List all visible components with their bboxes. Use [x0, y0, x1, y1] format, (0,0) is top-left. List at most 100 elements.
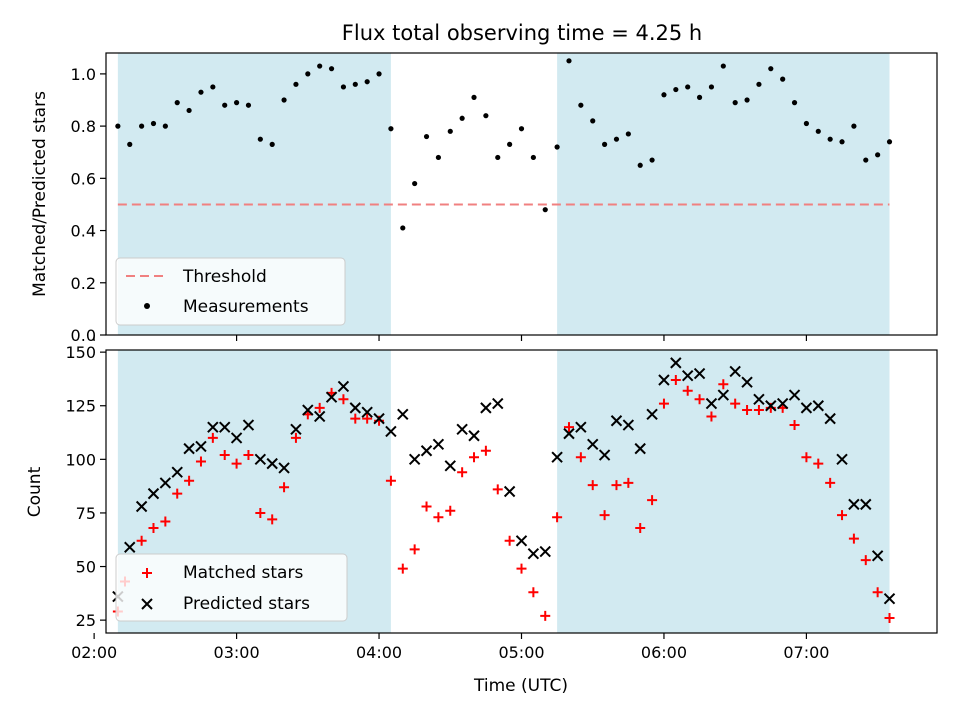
measurements-point [139, 123, 145, 129]
measurements-point [613, 136, 620, 142]
measurements-point [352, 81, 358, 87]
matched-stars-point [172, 488, 183, 499]
predicted-stars-point [302, 404, 314, 416]
predicted-stars-point [693, 367, 706, 380]
predicted-stars-point [860, 498, 872, 511]
measurements-point [376, 71, 382, 77]
predicted-stars-point [159, 477, 172, 489]
measurements-point [851, 123, 857, 129]
predicted-stars-point [183, 442, 195, 455]
count-axis-ticks: 02:00 03:00 04:00 05:00 06:00 07:00 25 50 75 100 1… [65, 343, 829, 662]
matched-stars-point [184, 475, 195, 486]
matched-stars-point [421, 501, 432, 512]
legend-measurements-swatch [144, 303, 150, 309]
measurements-point [115, 123, 121, 129]
predicted-stars-point [230, 432, 243, 444]
count-plot-area [105, 349, 938, 634]
predicted-stars-point [480, 402, 492, 414]
measurements-point [435, 154, 441, 161]
measurements-point [507, 141, 513, 147]
matched-stars-point [409, 544, 420, 555]
predicted-stars-point [492, 397, 504, 410]
predicted-stars-point [468, 430, 480, 442]
matched-stars-point [825, 477, 836, 488]
matched-stars-point [231, 458, 242, 469]
measurements-point [815, 128, 821, 134]
predicted-stars-point [503, 485, 516, 498]
measurements-point [756, 81, 762, 87]
matched-stars-point [599, 510, 610, 521]
matched-stars-point [753, 405, 764, 416]
measurements-point [673, 86, 679, 93]
predicted-stars-point [539, 545, 551, 558]
predicted-stars-point [658, 374, 670, 386]
y-tick-label: 0.4 [71, 222, 96, 241]
predicted-stars-point [373, 412, 385, 425]
predicted-stars-point [598, 449, 611, 461]
matched-stars-point [872, 587, 883, 598]
measurements-point [732, 100, 738, 106]
measurements-point [459, 115, 465, 121]
matched-stars-point [682, 385, 693, 396]
shaded-interval [557, 350, 890, 633]
measurements-point [317, 63, 323, 69]
matched-stars-point [563, 422, 574, 433]
predicted-stars-point [385, 425, 397, 438]
y-tick-label: 0.6 [71, 169, 96, 188]
x-tick-label: 05:00 [498, 643, 544, 662]
x-tick-label: 04:00 [356, 643, 402, 662]
y-tick-label: 0.2 [71, 274, 96, 293]
measurements-point [696, 94, 703, 100]
x-tick-label: 06:00 [641, 643, 687, 662]
measurements-point [233, 100, 240, 106]
measurements-point [566, 58, 572, 64]
measurements-point [708, 84, 715, 90]
measurements-point [257, 136, 263, 142]
shaded-interval [557, 53, 890, 335]
measurements-point [768, 66, 774, 72]
legend-predicted-swatch [141, 598, 153, 610]
matched-stars-point [136, 535, 147, 546]
measurements-point [780, 76, 786, 82]
y-tick-label: 150 [65, 343, 96, 362]
matched-stars-point [279, 482, 290, 493]
y-tick-label: 100 [65, 450, 96, 469]
matched-stars-point [397, 563, 408, 574]
x-tick-label: 02:00 [71, 643, 117, 662]
matched-stars-point [219, 450, 230, 461]
predicted-stars-point [242, 419, 255, 431]
ratio-y-axis-label: Matched/Predicted stars [30, 91, 50, 297]
matched-stars-point [255, 507, 266, 518]
measurements-point [803, 120, 810, 127]
measurements-point [518, 126, 525, 132]
matched-stars-point [540, 610, 551, 621]
matched-stars-point [148, 522, 159, 533]
predicted-stars-point [266, 457, 278, 470]
measurements-point [400, 225, 406, 231]
matched-stars-point [611, 480, 622, 491]
predicted-stars-point [883, 592, 896, 605]
predicted-stars-point [432, 438, 445, 451]
legend-predicted-label: Predicted stars [183, 594, 310, 614]
predicted-stars-point [313, 410, 326, 423]
ratio-panel: 0.0 0.2 0.4 0.6 0.8 1.0 Matched/Predicted sta… [30, 52, 938, 345]
predicted-stars-point [171, 466, 183, 478]
matched-stars-point [623, 477, 634, 488]
x-tick-label: 07:00 [783, 643, 829, 662]
measurements-point [305, 71, 311, 77]
predicted-stars-point [646, 408, 658, 421]
predicted-stars-point [337, 380, 350, 393]
measurements-point [328, 66, 335, 72]
measurement-points [115, 58, 893, 231]
predicted-stars-point [610, 415, 623, 427]
predicted-stars-point [575, 421, 587, 433]
measurements-point [495, 154, 501, 161]
measurements-point [483, 113, 489, 119]
matched-stars-point [160, 516, 171, 527]
ratio-legend: Threshold Measurements [115, 257, 346, 326]
measurements-point [412, 180, 418, 187]
measurements-point [649, 157, 655, 163]
predicted-stars-point [147, 487, 160, 500]
count-panel: 02:00 03:00 04:00 05:00 06:00 07:00 25 50 75 100 1… [25, 343, 938, 696]
measurements-point [127, 141, 133, 147]
